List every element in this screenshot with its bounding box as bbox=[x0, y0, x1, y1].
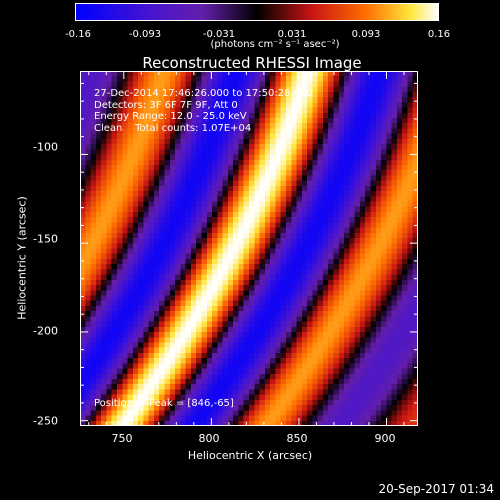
colorbar-tick-label: -0.16 bbox=[65, 29, 91, 40]
annotation-line: 27-Dec-2014 17:46:26.000 to 17:50:28.000 bbox=[94, 88, 313, 99]
colorbar-tick-label: 0.16 bbox=[427, 29, 451, 40]
colorbar-tick-label: -0.031 bbox=[202, 29, 236, 40]
chart-title: Reconstructed RHESSI Image bbox=[142, 54, 362, 72]
colorbar-units: (photons cm⁻² s⁻¹ asec⁻²) bbox=[210, 39, 340, 50]
plot-frame bbox=[80, 71, 418, 426]
y-tick-label: -250 bbox=[33, 414, 58, 428]
x-tick-label: 900 bbox=[374, 432, 396, 445]
annotation-line: Detectors: 3F 6F 7F 9F, Att 0 bbox=[94, 99, 238, 111]
x-tick-label: 750 bbox=[111, 432, 133, 445]
footer-timestamp: 20-Sep-2017 01:34 bbox=[378, 482, 494, 496]
colorbar-tick-label: 0.031 bbox=[277, 29, 307, 40]
colorbar-tick-label: 0.093 bbox=[351, 29, 381, 40]
y-tick-label: -150 bbox=[33, 232, 58, 246]
peak-annotation: Position of Peak = [846,-65] bbox=[94, 398, 234, 409]
x-axis-label: Heliocentric X (arcsec) bbox=[187, 449, 313, 462]
y-tick-label: -200 bbox=[33, 324, 58, 338]
annotation-line: Energy Range: 12.0 - 25.0 keV bbox=[94, 111, 247, 122]
heatmap-image bbox=[80, 71, 418, 426]
y-tick-label: -100 bbox=[33, 140, 58, 154]
colorbar bbox=[75, 3, 439, 21]
x-tick-label: 850 bbox=[286, 432, 308, 445]
y-axis-label: Heliocentric Y (arcsec) bbox=[15, 196, 29, 320]
annotation-line: Clean Total counts: 1.07E+04 bbox=[94, 122, 252, 134]
x-tick-label: 800 bbox=[198, 432, 220, 445]
colorbar-tick-label: -0.093 bbox=[128, 29, 162, 40]
annotations: 27-Dec-2014 17:46:26.000 to 17:50:28.000… bbox=[94, 88, 313, 134]
